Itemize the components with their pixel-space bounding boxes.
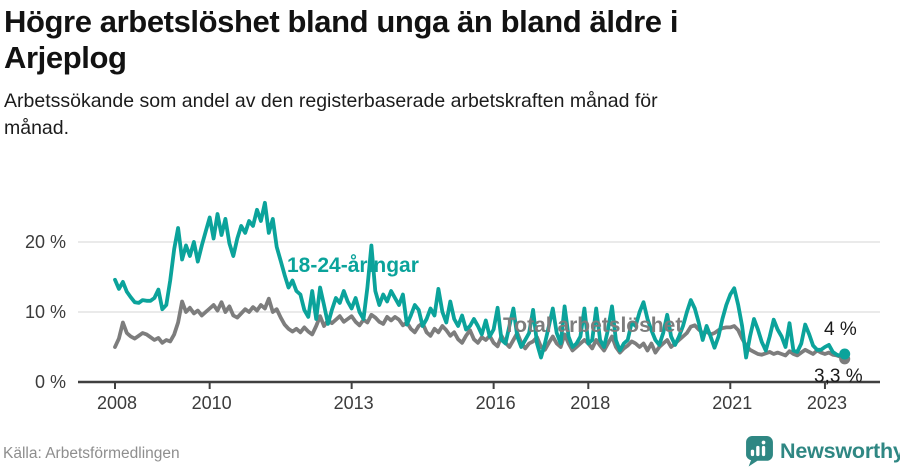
y-tick-label: 10 % [25,302,66,322]
x-tick-label: 2010 [192,393,232,413]
series-line-total [113,296,847,361]
brand-name: Newsworthy [780,439,900,463]
series-line-young [113,200,847,360]
x-tick-label: 2008 [97,393,137,413]
x-tick-label: 2013 [334,393,374,413]
page-subtitle: Arbetssökande som andel av den registerb… [4,90,658,139]
newsworthy-logo: Newsworthy [746,436,900,467]
end-value-total: 3,3 % [814,366,863,387]
y-tick-label: 0 % [35,372,66,392]
x-tick-label: 2021 [712,393,752,413]
page-title: Högre arbetslöshet bland unga än bland ä… [4,4,679,75]
end-value-young: 4 % [824,319,857,340]
series-end-dot-young [839,348,851,360]
series-label-total: Total arbetslöshet [503,314,683,337]
newsworthy-bars-icon [746,436,773,467]
x-tick-label: 2018 [570,393,610,413]
x-tick-label: 2016 [476,393,516,413]
series-label-young: 18-24-åringar [287,254,419,277]
x-tick-label: 2023 [807,393,847,413]
source-note: Källa: Arbetsförmedlingen [3,445,180,462]
y-tick-label: 20 % [25,232,66,252]
